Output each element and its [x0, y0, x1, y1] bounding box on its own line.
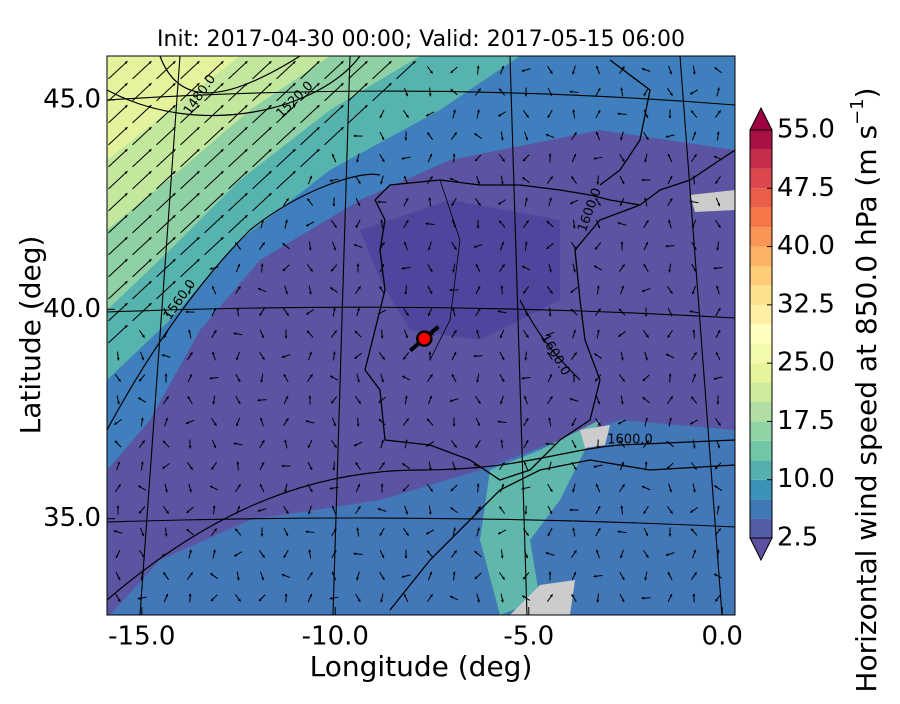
colorbar-band — [750, 402, 772, 421]
colorbar-band — [750, 519, 772, 538]
colorbar-tick-label: 2.5 — [777, 523, 818, 553]
x-tick-label: -10.0 — [302, 622, 369, 652]
colorbar-band — [750, 285, 772, 304]
colorbar-band — [750, 266, 772, 285]
x-tick-label: -15.0 — [108, 622, 175, 652]
colorbar-label-exponent: −1 — [847, 98, 868, 125]
colorbar-band — [750, 149, 772, 168]
colorbar-band — [750, 344, 772, 363]
colorbar-band — [750, 247, 772, 266]
y-tick-label: 40.0 — [43, 294, 101, 324]
colorbar-tick-label: 40.0 — [777, 231, 835, 261]
colorbar-band — [750, 305, 772, 324]
colorbar-band — [750, 441, 772, 460]
y-tick-label: 45.0 — [43, 84, 101, 114]
colorbar-tick-label: 55.0 — [777, 115, 835, 145]
colorbar-band — [750, 130, 772, 149]
colorbar-tick-label: 32.5 — [777, 289, 835, 319]
colorbar-tick-label: 47.5 — [777, 173, 835, 203]
colorbar-tick-label: 10.0 — [777, 464, 835, 494]
colorbar-label: Horizontal wind speed at 850.0 hPa (m s−… — [847, 87, 883, 692]
y-tick-label: 35.0 — [43, 503, 101, 533]
colorbar-band — [750, 188, 772, 207]
location-marker — [417, 332, 431, 346]
colorbar-label-text: Horizontal wind speed at 850.0 hPa (m s — [850, 125, 883, 693]
x-tick-label: 0.0 — [702, 622, 743, 652]
colorbar-band — [750, 383, 772, 402]
colorbar-label-end: ) — [850, 87, 883, 98]
chart-title: Init: 2017-04-30 00:00; Valid: 2017-05-1… — [157, 27, 685, 52]
colorbar-band — [750, 460, 772, 479]
colorbar-band — [750, 363, 772, 382]
colorbar-tick-label: 25.0 — [777, 348, 835, 378]
y-axis-label: Latitude (deg) — [14, 236, 47, 435]
x-tick-label: -5.0 — [503, 622, 554, 652]
colorbar-band — [750, 421, 772, 440]
x-axis-label: Longitude (deg) — [310, 650, 533, 683]
colorbar-band — [750, 324, 772, 343]
colorbar-extend-bottom — [750, 538, 772, 560]
contour-label: 1600.0 — [607, 433, 653, 448]
colorbar-extend-top — [750, 108, 772, 130]
colorbar-band — [750, 480, 772, 499]
colorbar-tick-label: 17.5 — [777, 406, 835, 436]
colorbar-band — [750, 499, 772, 518]
colorbar-band — [750, 227, 772, 246]
colorbar-band — [750, 208, 772, 227]
colorbar: 2.5 10.0 17.5 25.0 32.5 40.0 47.5 55.0 — [750, 108, 835, 560]
colorbar-band — [750, 169, 772, 188]
